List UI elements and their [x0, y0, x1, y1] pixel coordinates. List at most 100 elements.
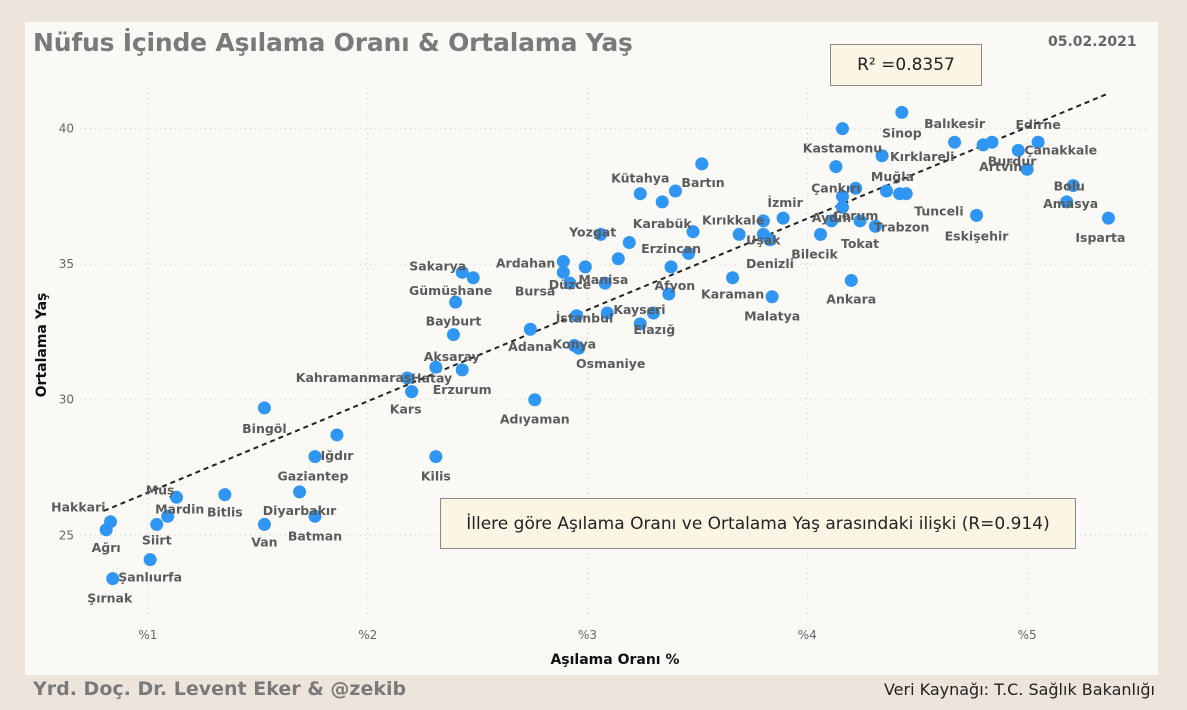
data-point — [1031, 135, 1045, 149]
point-label: Kars — [390, 402, 422, 417]
data-point — [556, 265, 570, 279]
point-label: Bingöl — [242, 421, 287, 436]
point-label: Karaman — [701, 287, 764, 302]
point-label: Malatya — [744, 309, 800, 324]
point-label: Manisa — [578, 272, 628, 287]
point-label: Afyon — [654, 278, 695, 293]
data-point — [330, 428, 344, 442]
data-point — [849, 181, 863, 195]
x-tick-label: %5 — [1018, 628, 1037, 642]
data-point — [594, 227, 608, 241]
point-label: Bolu — [1054, 179, 1085, 194]
point-label: Artvin — [979, 159, 1022, 174]
x-tick-label: %2 — [358, 628, 377, 642]
point-label: İstanbul — [556, 311, 614, 326]
data-point — [218, 488, 232, 502]
author-credit: Yrd. Doç. Dr. Levent Eker & @zekib — [33, 678, 407, 700]
r-squared-label: R² =0.8357 — [857, 55, 955, 75]
x-axis-title: Aşılama Oranı % — [550, 652, 679, 668]
point-label: Trabzon — [874, 220, 929, 235]
data-point — [895, 105, 909, 119]
point-label: Balıkesir — [924, 116, 986, 131]
point-label: Çanakkale — [1024, 142, 1097, 157]
point-label: Çorum — [833, 208, 879, 223]
x-tick-label: %3 — [578, 628, 597, 642]
chart-panel — [25, 22, 1158, 675]
point-label: Tokat — [841, 236, 879, 251]
data-point — [776, 211, 790, 225]
point-label: Kayseri — [613, 302, 665, 317]
point-label: Ankara — [826, 291, 876, 306]
data-point — [756, 214, 770, 228]
point-label: Bitlis — [207, 505, 243, 520]
y-tick-label: 35 — [59, 257, 74, 271]
point-label: Eskişehir — [945, 228, 1010, 243]
point-label: Erzurum — [433, 382, 492, 397]
data-point — [853, 214, 867, 228]
data-point — [835, 122, 849, 136]
data-point — [668, 184, 682, 198]
point-label: Osmaniye — [576, 356, 645, 371]
data-point — [835, 200, 849, 214]
data-point — [682, 246, 696, 260]
data-point — [765, 290, 779, 304]
point-label: Muğla — [871, 169, 914, 184]
data-point — [970, 208, 984, 222]
point-label: Karabük — [633, 216, 693, 231]
point-label: Kırklareli — [890, 149, 954, 164]
data-point — [600, 306, 614, 320]
data-point — [1011, 143, 1025, 157]
point-label: Batman — [288, 528, 342, 543]
point-label: Kastamonu — [803, 141, 882, 156]
point-label: Ardahan — [496, 255, 555, 270]
point-label: Aydın — [812, 210, 852, 225]
point-label: Sakarya — [409, 258, 466, 273]
data-point — [405, 385, 419, 399]
y-tick-label: 40 — [59, 122, 74, 136]
data-point — [528, 393, 542, 407]
data-source: Veri Kaynağı: T.C. Sağlık Bakanlığı — [883, 680, 1155, 699]
data-point — [611, 252, 625, 266]
point-label: Ağrı — [92, 540, 121, 555]
x-tick-label: %4 — [798, 628, 817, 642]
point-label: Bursa — [515, 283, 555, 298]
correlation-note-box: İllere göre Aşılama Oranı ve Ortalama Ya… — [440, 498, 1076, 549]
data-point — [899, 187, 913, 201]
r-squared-box: R² =0.8357 — [830, 44, 982, 86]
data-labels: Hakkari Ağrı Şırnak Şanlıurfa Siirt Mardin Muş… — [51, 116, 1125, 605]
point-label: Şırnak — [87, 591, 133, 606]
point-label: Van — [251, 534, 277, 549]
point-label: Çankırı — [811, 181, 861, 196]
point-label: Tunceli — [914, 204, 963, 219]
data-point — [763, 233, 777, 247]
data-point — [835, 189, 849, 203]
data-point — [598, 276, 612, 290]
x-tick-label: %1 — [138, 628, 157, 642]
data-point — [570, 309, 584, 323]
data-point — [308, 509, 322, 523]
axis-ticks: %1 %2 %3 %4 %5 25 30 35 40 — [59, 122, 1037, 642]
data-point — [429, 450, 443, 464]
trend-line — [103, 92, 1109, 512]
data-point — [455, 363, 469, 377]
point-label: Hatay — [411, 371, 452, 386]
data-point — [400, 371, 414, 385]
point-label: Sinop — [882, 125, 922, 140]
data-point — [150, 517, 164, 531]
data-point — [257, 517, 271, 531]
data-point — [1060, 195, 1074, 209]
point-label: Kahramanmaraş — [296, 370, 411, 385]
data-points — [99, 105, 1115, 586]
point-label: Bartın — [681, 175, 724, 190]
point-label: Iğdır — [320, 448, 354, 463]
data-point — [466, 271, 480, 285]
point-label: Aksaray — [424, 349, 480, 364]
data-point — [455, 265, 469, 279]
point-label: İzmir — [767, 195, 803, 210]
data-point — [556, 254, 570, 268]
data-point — [578, 260, 592, 274]
data-point — [633, 187, 647, 201]
point-label: Siirt — [142, 532, 172, 547]
point-label: Düzce — [549, 277, 591, 292]
point-label: Konya — [553, 337, 597, 352]
